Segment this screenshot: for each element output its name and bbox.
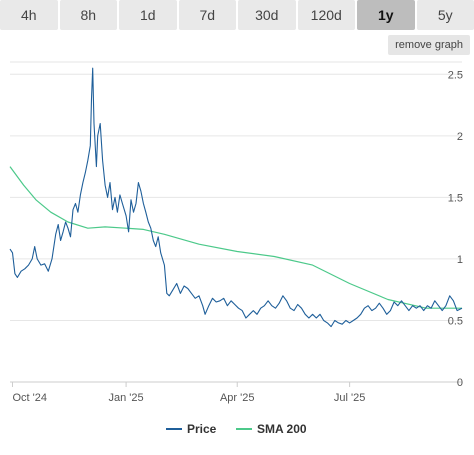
tab-5y[interactable]: 5y (416, 0, 474, 30)
x-axis: Oct '24 Jan '25 Apr '25 Jul '25 (11, 382, 365, 404)
tab-1y[interactable]: 1y (357, 0, 415, 30)
grid-lines (10, 61, 462, 383)
remove-graph-button[interactable]: remove graph (388, 35, 470, 55)
x-tick-label: Jul '25 (334, 392, 365, 404)
tab-120d[interactable]: 120d (297, 0, 355, 30)
y-tick-label: 1 (457, 254, 463, 266)
y-tick-label: 2.5 (448, 69, 463, 81)
tab-7d[interactable]: 7d (178, 0, 236, 30)
legend-item-price[interactable]: Price (166, 422, 217, 436)
x-tick-label: Jan '25 (109, 392, 144, 404)
x-tick-label: Oct '24 (12, 392, 47, 404)
series-line-price (9, 67, 463, 328)
y-tick-label: 0.5 (448, 315, 463, 327)
legend-item-sma-200[interactable]: SMA 200 (236, 422, 307, 436)
y-axis: 0 0.5 1 1.5 2 2.5 (448, 69, 463, 389)
series-layer (9, 67, 463, 328)
y-tick-label: 2 (457, 131, 463, 143)
x-tick-label: Apr '25 (220, 392, 255, 404)
series-line-sma-200 (9, 166, 462, 309)
tab-8h[interactable]: 8h (59, 0, 117, 30)
legend: Price SMA 200 (166, 422, 307, 436)
tab-30d[interactable]: 30d (238, 0, 296, 30)
y-tick-label: 0 (457, 377, 463, 389)
range-tabs: 4h 8h 1d 7d 30d 120d 1y 5y (0, 0, 474, 30)
legend-label: Price (187, 422, 217, 436)
tab-4h[interactable]: 4h (0, 0, 58, 30)
tab-1d[interactable]: 1d (119, 0, 177, 30)
y-tick-label: 1.5 (448, 192, 463, 204)
legend-label: SMA 200 (257, 422, 307, 436)
